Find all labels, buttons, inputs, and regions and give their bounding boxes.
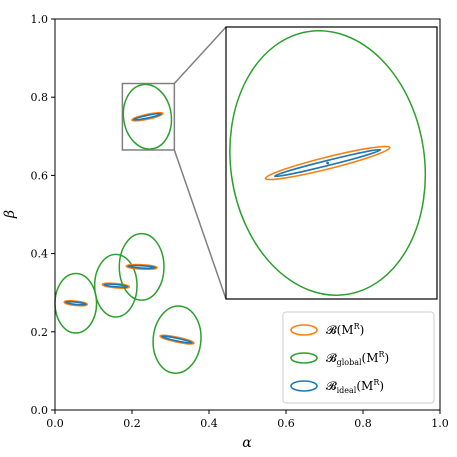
y-tick: 0.4 [31, 248, 55, 261]
x-tick: 0.4 [200, 410, 218, 430]
zoom-connectors [173, 26, 227, 300]
mr-region-ellipse [101, 282, 131, 289]
y-tick-label: 0.2 [31, 326, 49, 339]
legend-entry: 𝓑global(MR) [290, 350, 389, 367]
inset-mr-region-ellipse [264, 145, 391, 181]
x-tick: 0.0 [46, 410, 64, 430]
legend-label: 𝓑(MR) [326, 322, 364, 337]
zoom-connector-line [173, 26, 227, 85]
x-tick-label: 0.4 [200, 417, 218, 430]
inset-center-point [326, 161, 329, 165]
y-tick-label: 0.0 [31, 404, 49, 417]
x-tick-label: 0.2 [123, 417, 141, 430]
x-tick-label: 0.0 [46, 417, 64, 430]
x-axis-label: α [242, 435, 252, 451]
global-region-ellipse [152, 305, 202, 374]
y-tick: 0.2 [31, 326, 55, 339]
x-axis: 0.0 0.2 0.4 0.6 0.8 1.0 [46, 410, 449, 430]
ideal-region-ellipse [103, 283, 129, 289]
y-axis-label: β [2, 210, 18, 219]
y-axis: 0.0 0.2 0.4 0.6 0.8 1.0 [31, 13, 55, 417]
ideal-region-ellipse [161, 335, 193, 344]
global-region-ellipse [118, 232, 165, 301]
x-tick: 0.6 [277, 410, 295, 430]
legend-swatch-orange [290, 324, 318, 336]
x-tick: 1.0 [431, 410, 449, 430]
global-region-ellipse [122, 83, 173, 150]
inset-global-region-ellipse [229, 30, 427, 296]
legend-entry: 𝓑ideal(MR) [290, 378, 384, 395]
mr-region-ellipse [159, 334, 195, 345]
plot-frame [54, 18, 441, 411]
inset-background [226, 27, 437, 299]
global-region-ellipse [54, 272, 98, 334]
legend-box [282, 311, 435, 404]
zoom-source-box [121, 82, 176, 151]
y-tick: 1.0 [31, 13, 55, 26]
legend-swatch-blue [290, 380, 318, 392]
mr-region-ellipse [125, 263, 158, 270]
legend-swatch-green [290, 352, 318, 364]
legend: 𝓑(MR) 𝓑global(MR) 𝓑ideal(MR) [282, 311, 435, 404]
x-tick: 0.8 [354, 410, 372, 430]
y-tick: 0.8 [31, 91, 55, 104]
x-tick-label: 0.8 [354, 417, 372, 430]
legend-label: 𝓑ideal(MR) [326, 378, 384, 395]
y-tick: 0.6 [31, 169, 55, 182]
legend-entry: 𝓑(MR) [290, 322, 364, 337]
x-tick-label: 1.0 [431, 417, 449, 430]
y-tick-label: 0.8 [31, 91, 49, 104]
y-tick: 0.0 [31, 404, 55, 417]
ideal-region-ellipse [133, 112, 162, 121]
ideal-region-ellipse [65, 300, 87, 306]
main-regions [54, 83, 202, 374]
y-tick-label: 1.0 [31, 13, 49, 26]
zoom-connector-line [173, 149, 227, 300]
x-tick-label: 0.6 [277, 417, 295, 430]
inset-frame [225, 26, 438, 300]
inset-ideal-region-ellipse [273, 148, 382, 178]
mr-region-ellipse [63, 300, 89, 307]
y-tick-label: 0.4 [31, 248, 49, 261]
ideal-region-ellipse [127, 264, 156, 270]
global-region-ellipse [93, 253, 138, 318]
legend-label: 𝓑global(MR) [326, 350, 389, 367]
mr-region-ellipse [131, 111, 164, 122]
x-tick: 0.2 [123, 410, 141, 430]
y-tick-label: 0.6 [31, 169, 49, 182]
inset-regions [229, 30, 427, 296]
